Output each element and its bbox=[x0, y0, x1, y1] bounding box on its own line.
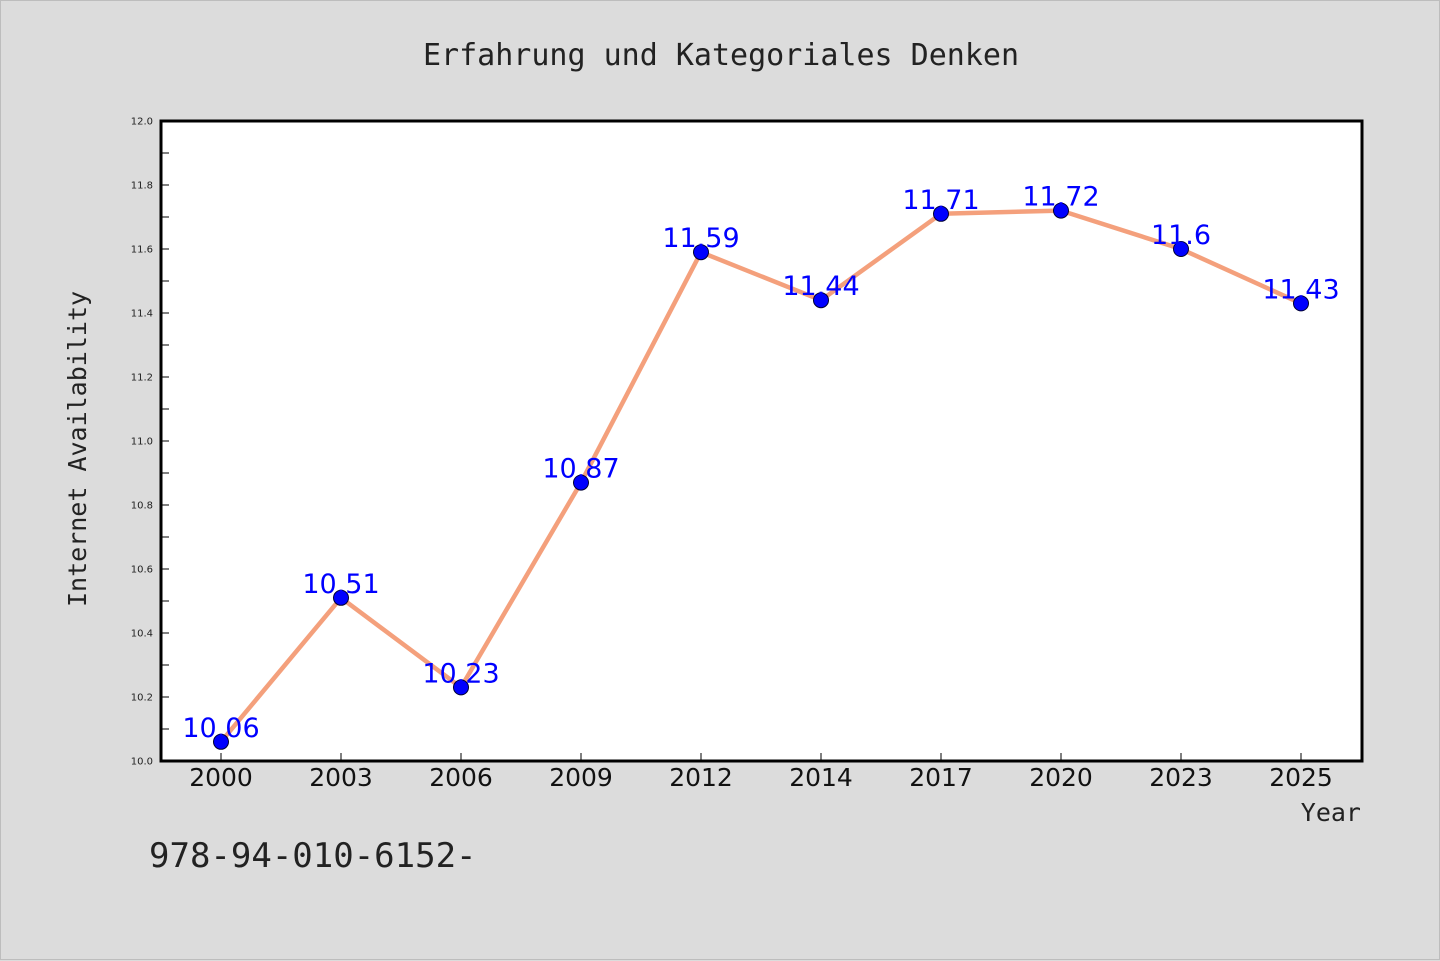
data-point bbox=[813, 292, 829, 309]
y-tick-label: 12.0 bbox=[131, 117, 153, 128]
data-label: 10.51 bbox=[302, 569, 379, 600]
data-label: 11.72 bbox=[1022, 182, 1099, 213]
x-tick-label: 2014 bbox=[789, 763, 853, 792]
y-tick-label: 10.2 bbox=[131, 693, 153, 704]
series-line bbox=[218, 208, 1304, 745]
data-label: 11.44 bbox=[782, 271, 859, 302]
data-point bbox=[1173, 241, 1189, 257]
y-tick-label: 10.8 bbox=[131, 501, 153, 512]
data-point bbox=[693, 244, 709, 261]
y-tick-label: 10.6 bbox=[131, 565, 153, 576]
x-tick-label: 2020 bbox=[1029, 763, 1093, 792]
y-tick-label: 11.4 bbox=[131, 309, 153, 320]
data-label: 11.6 bbox=[1151, 220, 1211, 251]
y-axis-title: Internet Availability bbox=[63, 291, 92, 607]
x-axis-title: Year bbox=[1301, 798, 1361, 827]
y-axis: 10.0 10.2 10.4 10.6 10.8 11.0 11.2 11.4 11.6 11.8… bbox=[131, 117, 169, 768]
chart-title: Erfahrung und Kategoriales Denken bbox=[423, 38, 1019, 73]
x-tick-label: 2023 bbox=[1149, 763, 1213, 792]
data-label: 11.59 bbox=[662, 223, 739, 254]
data-point bbox=[1293, 295, 1309, 312]
data-point bbox=[573, 474, 589, 491]
x-tick-label: 2006 bbox=[429, 763, 493, 792]
data-markers bbox=[213, 202, 1309, 750]
y-tick-label: 11.8 bbox=[131, 181, 153, 192]
x-tick-label: 2025 bbox=[1269, 763, 1333, 792]
data-labels: 10.06 10.51 10.23 10.87 11.59 11.44 11.71 11.72… bbox=[182, 182, 1339, 744]
data-point bbox=[933, 205, 949, 222]
x-axis: 2000 2003 2006 2009 2012 2014 2017 2020 2023 2025 bbox=[189, 753, 1333, 792]
y-tick-label: 11.0 bbox=[131, 437, 153, 448]
data-label: 10.23 bbox=[422, 658, 499, 689]
caption-text: 978-94-010-6152- bbox=[149, 836, 477, 876]
data-label: 11.71 bbox=[902, 185, 979, 216]
x-tick-label: 2017 bbox=[909, 763, 973, 792]
y-tick-label: 10.0 bbox=[131, 757, 153, 768]
x-tick-label: 2003 bbox=[309, 763, 373, 792]
data-point bbox=[213, 733, 229, 750]
data-point bbox=[333, 589, 349, 606]
data-label: 11.43 bbox=[1262, 274, 1339, 305]
data-label: 10.87 bbox=[542, 454, 619, 485]
data-label: 10.06 bbox=[182, 713, 259, 744]
data-point bbox=[1053, 202, 1069, 219]
y-tick-label: 11.2 bbox=[131, 373, 153, 384]
x-tick-label: 2009 bbox=[549, 763, 613, 792]
y-tick-label: 11.6 bbox=[131, 245, 153, 256]
x-tick-label: 2000 bbox=[189, 763, 253, 792]
plot-area bbox=[159, 119, 1364, 763]
y-tick-label: 10.4 bbox=[131, 629, 153, 640]
data-point bbox=[453, 679, 469, 696]
x-tick-label: 2012 bbox=[669, 763, 733, 792]
